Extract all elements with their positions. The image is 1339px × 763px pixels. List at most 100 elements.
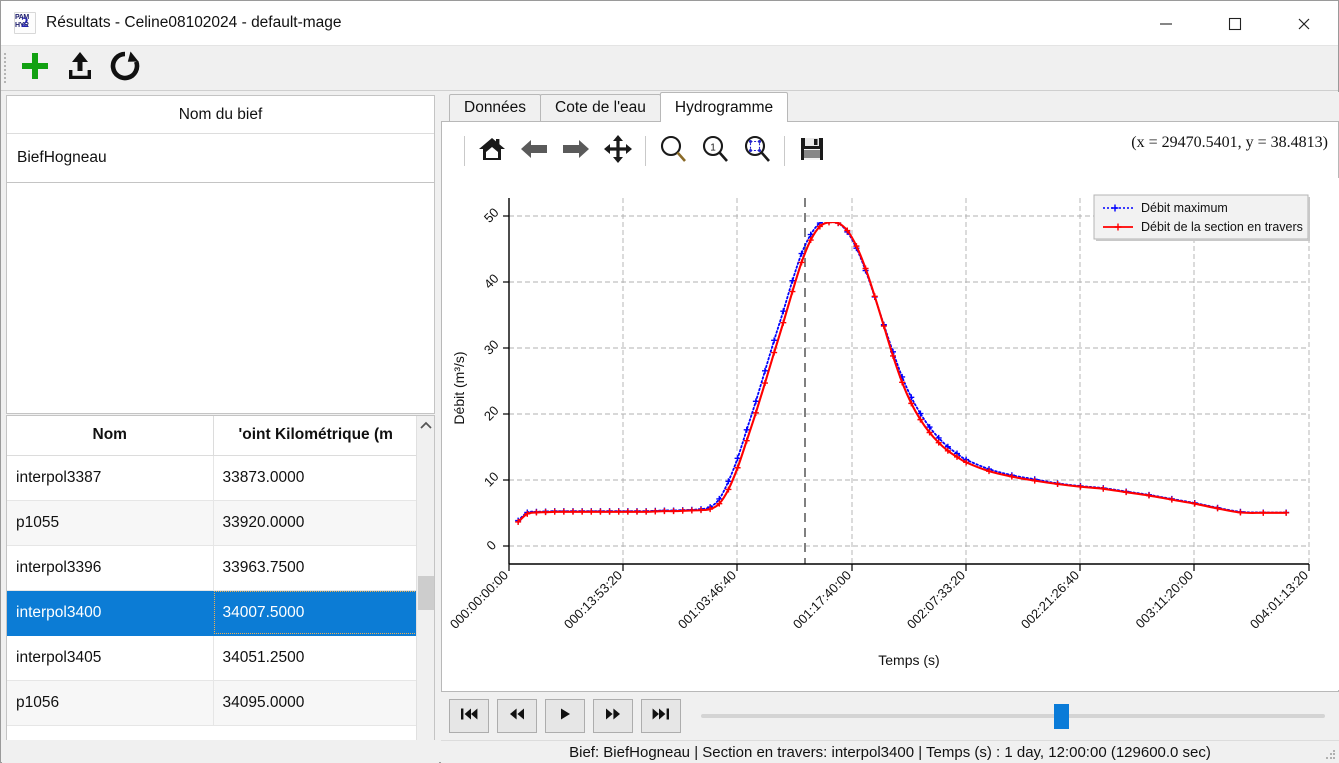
x-tick-marks <box>508 564 1310 571</box>
cell-nom[interactable]: interpol3405 <box>7 635 214 681</box>
status-text: Bief: BiefHogneau | Section en travers: … <box>569 743 1211 761</box>
table-row[interactable]: interpol3396 33963.7500 <box>7 545 418 591</box>
table-row[interactable]: interpol3387 33873.0000 <box>7 455 418 501</box>
tab-donnees[interactable]: Données <box>449 94 542 121</box>
sections-grid: Nom 'oint Kilométrique (m interpol3387 3… <box>7 416 418 726</box>
x-axis-label: Temps (s) <box>878 652 939 668</box>
cell-pk[interactable]: 34051.2500 <box>213 635 418 681</box>
slider-handle[interactable] <box>1053 704 1069 729</box>
toolbar-divider <box>784 136 785 166</box>
floppy-disk-icon <box>798 135 826 168</box>
skip-to-end-button[interactable] <box>641 699 681 733</box>
zoom-one-button[interactable]: 1 <box>694 128 736 174</box>
cell-nom[interactable]: interpol3387 <box>7 455 214 501</box>
step-forward-button[interactable] <box>593 699 633 733</box>
rewind-icon <box>508 707 526 726</box>
table-row[interactable]: p1056 34095.0000 <box>7 680 418 726</box>
plot-canvas-area: 1 <box>441 122 1339 692</box>
left-panel: Nom du bief BiefHogneau Nom 'oint Kilomé… <box>2 92 438 763</box>
svg-text:1: 1 <box>710 142 716 153</box>
fast-forward-icon <box>604 707 622 726</box>
bief-table: Nom du bief BiefHogneau <box>6 95 435 183</box>
legend-label-debit-section: Débit de la section en travers <box>1141 220 1303 234</box>
tab-hydrogramme[interactable]: Hydrogramme <box>659 92 789 122</box>
minimize-icon[interactable] <box>1131 1 1200 46</box>
status-bar: Bief: BiefHogneau | Section en travers: … <box>441 740 1339 763</box>
cell-pk[interactable]: 34095.0000 <box>213 680 418 726</box>
chevron-up-icon[interactable] <box>417 416 434 434</box>
playback-bar <box>441 692 1339 740</box>
hydrogramme-plot[interactable]: 0 10 20 30 40 50 000:00:00:00 000:13:53:… <box>442 178 1339 690</box>
forward-button[interactable] <box>555 128 597 174</box>
tab-cote-de-leau[interactable]: Cote de l'eau <box>540 94 661 121</box>
magnifier-one-icon: 1 <box>700 134 730 169</box>
cell-nom[interactable]: p1056 <box>7 680 214 726</box>
toolbar-grip[interactable] <box>3 53 9 83</box>
resize-grip[interactable] <box>1325 749 1337 761</box>
bief-header: Nom du bief <box>7 96 434 134</box>
column-header-pk[interactable]: 'oint Kilométrique (m <box>213 416 418 456</box>
maximize-icon[interactable] <box>1200 1 1269 46</box>
move-arrows-icon <box>603 134 633 169</box>
add-button[interactable] <box>12 47 57 89</box>
close-icon[interactable] <box>1269 1 1338 46</box>
pamhyr-icon: PAM HYR 2 <box>14 12 36 34</box>
skip-forward-icon <box>652 707 670 726</box>
zoom-button[interactable] <box>652 128 694 174</box>
scrollbar-thumb[interactable] <box>418 576 434 610</box>
time-slider[interactable] <box>701 699 1325 733</box>
legend-label-debit-maximum: Débit maximum <box>1141 201 1228 215</box>
step-backward-button[interactable] <box>497 699 537 733</box>
table-row[interactable]: interpol3405 34051.2500 <box>7 635 418 681</box>
series-debit-section-en-travers <box>515 222 1290 525</box>
reload-button[interactable] <box>102 47 147 89</box>
cell-nom[interactable]: interpol3400 <box>7 590 214 636</box>
skip-backward-icon <box>460 707 478 726</box>
zoom-rect-button[interactable] <box>736 128 778 174</box>
plot-series-layer <box>515 222 1290 525</box>
matplotlib-nav-toolbar: 1 <box>442 122 1338 180</box>
table-header-row: Nom 'oint Kilométrique (m <box>7 416 418 456</box>
y-axis-label: Débit (m³/s) <box>451 351 467 424</box>
plot-legend: Débit maximum Débit de la section en tra… <box>1093 194 1310 241</box>
refresh-icon <box>109 50 141 87</box>
skip-to-start-button[interactable] <box>449 699 489 733</box>
toolbar-divider <box>464 136 465 166</box>
window-title: Résultats - Celine08102024 - default-mag… <box>46 14 342 31</box>
save-button[interactable] <box>791 128 833 174</box>
table-row-selected[interactable]: interpol3400 34007.5000 <box>7 590 418 636</box>
title-bar: PAM HYR 2 Résultats - Celine08102024 - de… <box>1 1 1338 46</box>
coordinate-readout: (x = 29470.5401, y = 38.4813) <box>1131 134 1328 151</box>
window-controls <box>1131 1 1338 46</box>
cell-nom[interactable]: interpol3396 <box>7 545 214 591</box>
arrow-right-icon <box>561 134 591 169</box>
play-icon <box>556 707 574 726</box>
table-row[interactable]: p1055 33920.0000 <box>7 500 418 546</box>
cell-pk[interactable]: 34007.5000 <box>213 590 418 636</box>
plot-svg: 0 10 20 30 40 50 000:00:00:00 000:13:53:… <box>442 178 1339 690</box>
cell-pk[interactable]: 33963.7500 <box>213 545 418 591</box>
arrow-left-icon <box>519 134 549 169</box>
play-button[interactable] <box>545 699 585 733</box>
toolbar-divider <box>645 136 646 166</box>
main-toolbar <box>1 46 1338 91</box>
table-scrollbar[interactable] <box>416 416 434 763</box>
right-panel: Données Cote de l'eau Hydrogramme <box>441 92 1339 692</box>
bief-empty-area <box>6 183 435 414</box>
bief-row[interactable]: BiefHogneau <box>17 149 107 166</box>
cell-nom[interactable]: p1055 <box>7 500 214 546</box>
slider-groove <box>701 714 1325 718</box>
cell-pk[interactable]: 33920.0000 <box>213 500 418 546</box>
column-header-nom[interactable]: Nom <box>7 416 214 456</box>
tab-bar: Données Cote de l'eau Hydrogramme <box>441 92 1339 122</box>
export-button[interactable] <box>57 47 102 89</box>
sections-table: Nom 'oint Kilométrique (m interpol3387 3… <box>6 415 435 763</box>
magnifier-rect-icon <box>742 134 772 169</box>
home-button[interactable] <box>471 128 513 174</box>
pan-button[interactable] <box>597 128 639 174</box>
magnifier-icon <box>658 134 688 169</box>
cell-pk[interactable]: 33873.0000 <box>213 455 418 501</box>
back-button[interactable] <box>513 128 555 174</box>
upload-icon <box>64 50 96 87</box>
